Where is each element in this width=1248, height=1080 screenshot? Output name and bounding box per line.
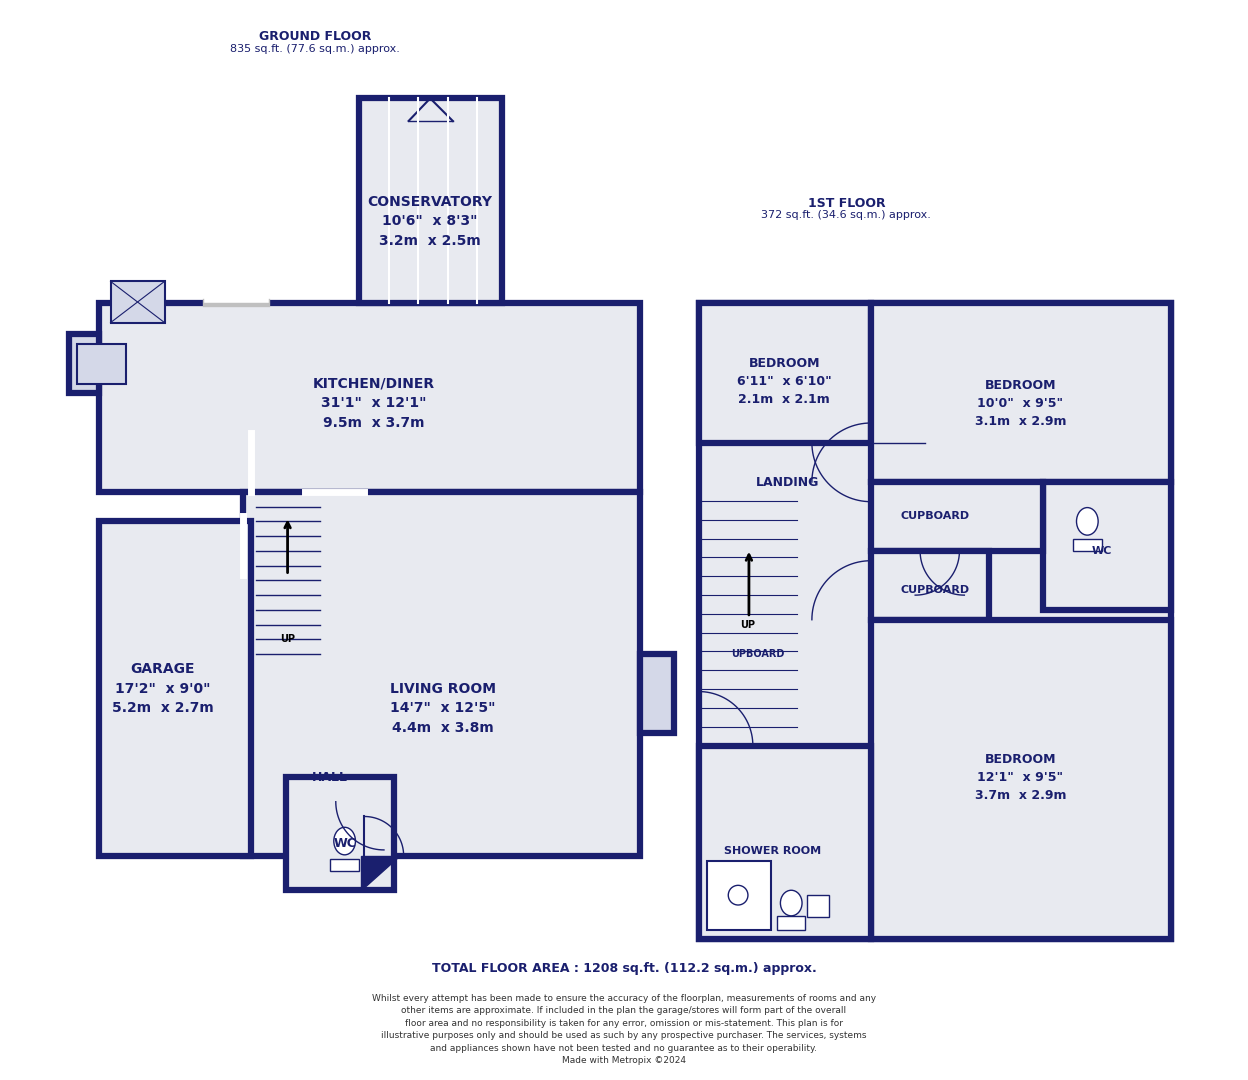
Text: LIVING ROOM
14'7"  x 12'5"
4.4m  x 3.8m: LIVING ROOM 14'7" x 12'5" 4.4m x 3.8m [389, 681, 495, 734]
Bar [1043, 482, 1171, 610]
Text: HALL: HALL [312, 771, 348, 784]
Text: 835 sq.ft. (77.6 sq.m.) approx.: 835 sq.ft. (77.6 sq.m.) approx. [230, 44, 401, 54]
Text: BEDROOM
12'1"  x 9'5"
3.7m  x 2.9m: BEDROOM 12'1" x 9'5" 3.7m x 2.9m [975, 753, 1066, 801]
Text: WC: WC [333, 837, 356, 850]
Text: UPBOARD: UPBOARD [731, 649, 785, 659]
Circle shape [729, 886, 748, 905]
Bar [99, 303, 640, 491]
Bar [706, 861, 770, 930]
Text: Whilst every attempt has been made to ensure the accuracy of the floorplan, meas: Whilst every attempt has been made to en… [372, 994, 876, 1065]
Bar [329, 859, 359, 870]
Text: CONSERVATORY
10'6"  x 8'3"
3.2m  x 2.5m: CONSERVATORY 10'6" x 8'3" 3.2m x 2.5m [368, 194, 493, 247]
Bar [77, 345, 126, 383]
Text: GROUND FLOOR: GROUND FLOOR [258, 29, 372, 42]
Text: KITCHEN/DINER
31'1"  x 12'1"
9.5m  x 3.7m: KITCHEN/DINER 31'1" x 12'1" 9.5m x 3.7m [313, 377, 436, 430]
Bar [807, 895, 829, 917]
Text: WC: WC [1092, 545, 1112, 556]
Text: SHOWER ROOM: SHOWER ROOM [724, 846, 821, 856]
Bar [871, 620, 1171, 940]
Bar [871, 551, 988, 620]
Text: BEDROOM
10'0"  x 9'5"
3.1m  x 2.9m: BEDROOM 10'0" x 9'5" 3.1m x 2.9m [975, 379, 1066, 428]
Bar [640, 654, 674, 733]
Text: UP: UP [280, 634, 295, 645]
Bar [871, 303, 1171, 482]
Text: CUPBOARD: CUPBOARD [900, 585, 970, 595]
Bar [1072, 539, 1102, 551]
Bar [699, 303, 1171, 940]
Text: UP: UP [740, 620, 755, 630]
Bar [111, 281, 165, 323]
Bar [286, 778, 394, 890]
Ellipse shape [1077, 508, 1098, 535]
Text: CUPBOARD: CUPBOARD [900, 512, 970, 522]
Bar [699, 745, 871, 940]
Bar [99, 522, 251, 855]
Text: GARAGE
17'2"  x 9'0"
5.2m  x 2.7m: GARAGE 17'2" x 9'0" 5.2m x 2.7m [112, 662, 213, 715]
Polygon shape [362, 855, 398, 890]
Text: TOTAL FLOOR AREA : 1208 sq.ft. (112.2 sq.m.) approx.: TOTAL FLOOR AREA : 1208 sq.ft. (112.2 sq… [432, 962, 816, 975]
Text: BEDROOM
6'11"  x 6'10"
2.1m  x 2.1m: BEDROOM 6'11" x 6'10" 2.1m x 2.1m [738, 357, 831, 406]
Bar [699, 303, 871, 443]
Bar [871, 482, 1043, 551]
Bar [69, 335, 99, 393]
Bar [243, 491, 640, 855]
Ellipse shape [780, 890, 802, 916]
Bar [778, 916, 805, 930]
Text: 372 sq.ft. (34.6 sq.m.) approx.: 372 sq.ft. (34.6 sq.m.) approx. [761, 210, 931, 219]
Bar [359, 98, 502, 303]
Text: LANDING: LANDING [755, 475, 819, 488]
Ellipse shape [333, 827, 356, 855]
Text: 1ST FLOOR: 1ST FLOOR [807, 197, 885, 210]
